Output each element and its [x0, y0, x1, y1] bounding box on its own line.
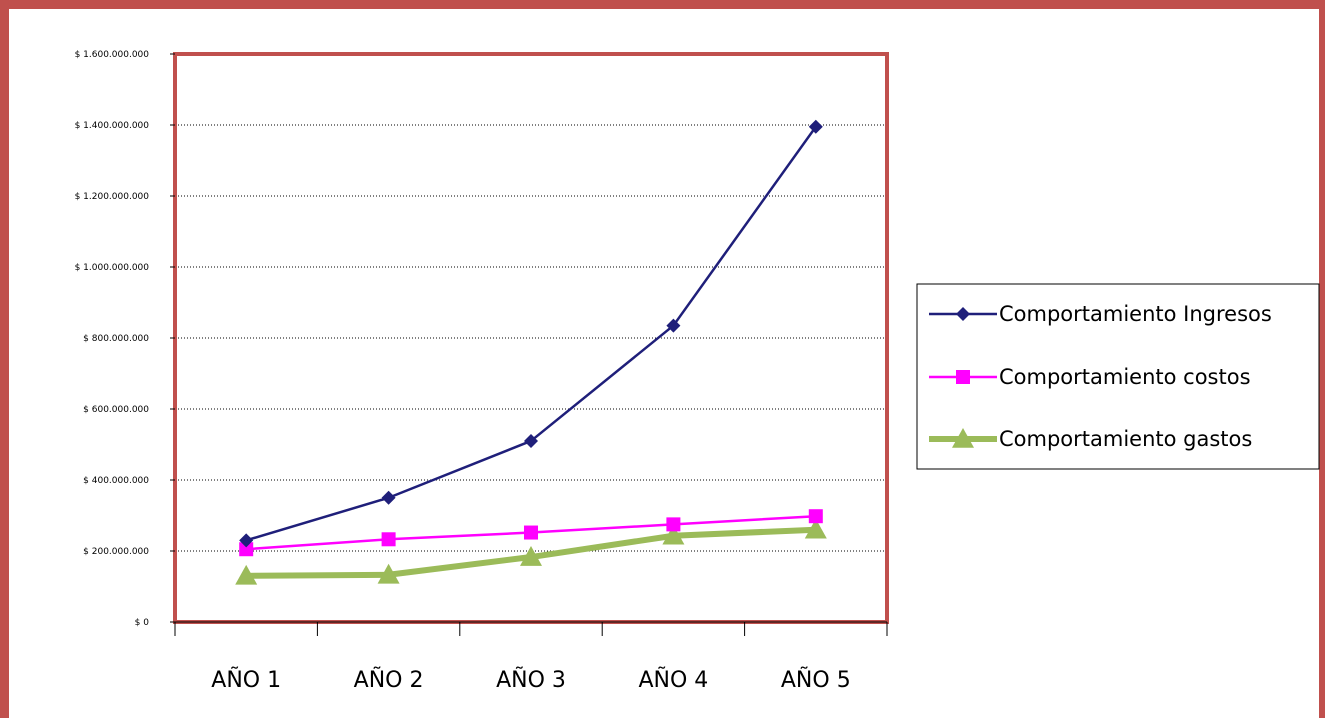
- data-point-diamond: [808, 119, 823, 134]
- y-tick-label: $ 1.200.000.000: [75, 192, 150, 202]
- series-square: [239, 509, 823, 557]
- data-point-square: [666, 517, 681, 532]
- y-tick-label: $ 400.000.000: [83, 476, 149, 486]
- grid-lines: [175, 53, 887, 552]
- legend-label: Comportamiento gastos: [999, 427, 1252, 451]
- data-point-triangle: [804, 518, 827, 539]
- data-point-diamond: [381, 490, 396, 505]
- data-point-square: [524, 525, 538, 540]
- y-tick-label: $ 1.600.000.000: [75, 50, 150, 60]
- legend-label: Comportamiento costos: [999, 365, 1251, 389]
- legend-item: Comportamiento gastos: [929, 427, 1252, 451]
- legend-label: Comportamiento Ingresos: [999, 302, 1272, 326]
- y-tick-label: $ 0: [135, 618, 150, 628]
- series-triangle: [235, 518, 827, 585]
- data-point-diamond: [524, 433, 538, 448]
- data-point-diamond: [666, 318, 681, 333]
- x-tick-label: AÑO 4: [638, 666, 708, 693]
- data-point-square: [808, 509, 823, 524]
- data-point-triangle: [235, 564, 258, 585]
- legend-item: Comportamiento costos: [929, 365, 1251, 389]
- y-tick-label: $ 600.000.000: [83, 405, 149, 415]
- y-axis-ticks: $ 0 $ 200.000.000 $ 400.000.000 $ 600.000.0…: [75, 50, 175, 628]
- y-tick-label: $ 800.000.000: [83, 334, 149, 344]
- data-point-triangle: [377, 563, 400, 584]
- line-chart: $ 0 $ 200.000.000 $ 400.000.000 $ 600.000.0…: [75, 50, 1320, 693]
- y-tick-label: $ 1.000.000.000: [75, 263, 150, 273]
- data-point-triangle: [520, 546, 542, 566]
- x-axis-ticks: AÑO 1 AÑO 2 AÑO 3 AÑO 4 AÑO 5: [174, 622, 888, 693]
- data-point-diamond: [239, 533, 254, 548]
- legend-marker-square: [956, 370, 970, 384]
- legend-item: Comportamiento Ingresos: [929, 302, 1272, 326]
- x-tick-label: AÑO 3: [496, 666, 566, 693]
- legend-marker-diamond: [956, 307, 970, 321]
- x-tick-label: AÑO 1: [211, 666, 281, 693]
- series-layer: [235, 119, 827, 585]
- y-tick-label: $ 1.400.000.000: [75, 121, 150, 131]
- x-tick-label: AÑO 5: [781, 666, 851, 693]
- series-diamond: [239, 119, 823, 548]
- data-point-triangle: [662, 524, 685, 545]
- data-point-square: [239, 542, 254, 557]
- legend-marker-triangle: [952, 428, 974, 448]
- y-tick-label: $ 200.000.000: [83, 547, 149, 557]
- data-point-square: [381, 532, 396, 547]
- series-line: [245, 126, 817, 542]
- legend: Comportamiento Ingresos Comportamiento co…: [916, 283, 1320, 470]
- x-tick-label: AÑO 2: [354, 666, 424, 693]
